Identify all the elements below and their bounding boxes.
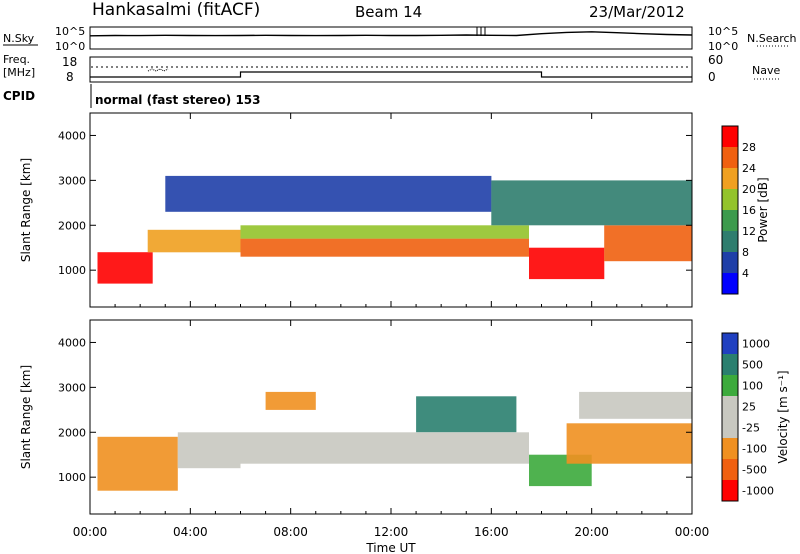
power-colorbar-swatch (722, 168, 738, 189)
heatmap-region (165, 175, 492, 212)
power-colorbar-tick: 28 (742, 141, 756, 154)
heatmap-region (491, 180, 692, 226)
x-tick-label: 20:00 (574, 525, 609, 539)
power-colorbar-tick: 20 (742, 183, 756, 196)
velocity-colorbar-swatch (722, 417, 738, 438)
velocity-colorbar-tick: 25 (742, 401, 756, 414)
noise-right-tick-top: 10^5 (708, 25, 738, 38)
freq-series (90, 71, 692, 78)
noise-panel-frame (89, 26, 693, 50)
nave-right-tick-top: 60 (708, 53, 723, 67)
y-tick-label: 1000 (58, 264, 86, 277)
velocity-colorbar-swatch (722, 438, 738, 459)
x-tick-label: 00:00 (73, 525, 108, 539)
y-tick-label: 4000 (58, 336, 86, 349)
noise-left-tick-bottom: 10^0 (55, 40, 85, 53)
heatmap-region (265, 391, 316, 410)
velocity-colorbar-tick: 1000 (742, 338, 770, 351)
n-search-label: N.Search (747, 32, 797, 45)
heatmap-region (97, 252, 153, 284)
power-colorbar-swatch (722, 231, 738, 252)
power-colorbar-tick: 24 (742, 162, 756, 175)
velocity-ylabel: Slant Range [km] (19, 365, 33, 469)
nave-label: Nave (752, 64, 780, 77)
station-title: Hankasalmi (fitACF) (92, 0, 260, 20)
x-tick-label: 04:00 (173, 525, 208, 539)
beam-label: Beam 14 (355, 3, 422, 21)
velocity-colorbar-swatch (722, 333, 738, 354)
velocity-colorbar-swatch (722, 459, 738, 480)
heatmap-region (240, 238, 529, 257)
power-colorbar-tick: 16 (742, 204, 756, 217)
heatmap-region (97, 436, 178, 491)
xaxis-label: Time UT (365, 541, 416, 554)
heatmap-region (177, 432, 241, 469)
velocity-colorbar-tick: -100 (742, 443, 767, 456)
freq-left-tick-top: 18 (62, 55, 77, 69)
power-colorbar-swatch (722, 126, 738, 147)
heatmap-region (604, 225, 692, 262)
velocity-colorbar-swatch (722, 396, 738, 417)
freq-panel-frame (89, 56, 693, 83)
x-tick-label: 16:00 (474, 525, 509, 539)
cpid-mode: normal (fast stereo) 153 (95, 93, 261, 107)
date-label: 23/Mar/2012 (589, 3, 685, 21)
noise-right-tick-bottom: 10^0 (708, 40, 738, 53)
power-colorbar-swatch (722, 189, 738, 210)
y-tick-label: 2000 (58, 426, 86, 439)
velocity-colorbar-tick: -1000 (742, 485, 774, 498)
power-colorbar-swatch (722, 273, 738, 294)
power-ylabel: Slant Range [km] (19, 158, 33, 262)
velocity-colorbar-tick: 500 (742, 359, 763, 372)
nave-right-tick-bottom: 0 (708, 70, 716, 84)
x-tick-label: 08:00 (273, 525, 308, 539)
velocity-colorbar-frame (721, 332, 739, 502)
heatmap-region (240, 432, 529, 464)
x-tick-label: 12:00 (374, 525, 409, 539)
velocity-colorbar-label: Velocity [m s⁻¹] (776, 370, 790, 463)
power-colorbar-tick: 12 (742, 225, 756, 238)
heatmap-region (416, 396, 517, 433)
velocity-colorbar-swatch (722, 480, 738, 501)
heatmap-region (240, 225, 529, 239)
y-tick-label: 4000 (58, 129, 86, 142)
power-colorbar-tick: 4 (742, 267, 749, 280)
y-tick-label: 2000 (58, 219, 86, 232)
heatmap-region (529, 247, 605, 280)
y-tick-label: 1000 (58, 471, 86, 484)
x-tick-label: 00:00 (675, 525, 710, 539)
power-colorbar-tick: 8 (742, 246, 749, 259)
freq-left-tick-bottom: 8 (66, 70, 74, 84)
power-colorbar-swatch (722, 210, 738, 231)
velocity-colorbar-tick: -25 (742, 422, 760, 435)
heatmap-region (566, 423, 692, 464)
velocity-colorbar-tick: -500 (742, 464, 767, 477)
velocity-colorbar-tick: 100 (742, 380, 763, 393)
nave-dip (147, 68, 169, 72)
noise-left-tick-top: 10^5 (55, 25, 85, 38)
heatmap-region (579, 391, 692, 419)
power-heatmap (97, 175, 692, 284)
cpid-label: CPID (3, 89, 35, 103)
freq-unit-label: [MHz] (3, 66, 35, 79)
power-colorbar-swatch (722, 147, 738, 168)
freq-label: Freq. (3, 53, 30, 66)
power-colorbar-swatch (722, 252, 738, 273)
y-tick-label: 3000 (58, 381, 86, 394)
velocity-colorbar-swatch (722, 375, 738, 396)
velocity-colorbar-swatch (722, 354, 738, 375)
n-sky-label: N.Sky (3, 32, 35, 45)
y-tick-label: 3000 (58, 174, 86, 187)
heatmap-region (147, 229, 241, 253)
power-colorbar-frame (721, 125, 739, 295)
power-colorbar-label: Power [dB] (756, 177, 770, 242)
velocity-heatmap (97, 391, 692, 491)
noise-sky-series (89, 31, 693, 37)
